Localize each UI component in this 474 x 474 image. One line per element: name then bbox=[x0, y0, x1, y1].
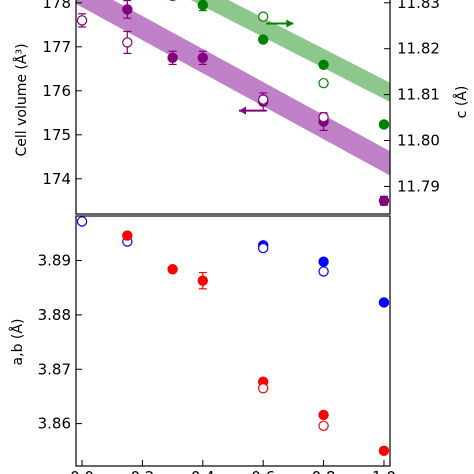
y-tick-label-left: 174 bbox=[42, 170, 71, 188]
data-point-a-filled bbox=[318, 256, 329, 267]
axis-arrow-head bbox=[239, 106, 247, 115]
axis-arrow-head bbox=[286, 19, 294, 28]
y-tick-label-left: 3.87 bbox=[38, 360, 71, 378]
data-point-b-filled bbox=[122, 230, 133, 241]
data-point-cell-volume-filled bbox=[197, 52, 209, 64]
data-point-c-filled bbox=[378, 119, 390, 130]
data-point-a-open bbox=[318, 266, 329, 277]
x-tick-label: 0.4 bbox=[191, 468, 215, 474]
x-tick-label: 1.0 bbox=[372, 468, 396, 474]
y-tick-label-left: 177 bbox=[42, 38, 71, 56]
data-point-c-open bbox=[318, 77, 329, 89]
x-tick-label: 0.2 bbox=[130, 468, 154, 474]
y-tick-label-right: 11.83 bbox=[397, 0, 440, 12]
data-point-cell-volume-filled bbox=[122, 4, 133, 15]
y-axis-label-cell-volume: Cell volume (Å³) bbox=[13, 43, 30, 156]
data-point-cell-volume-open bbox=[257, 94, 269, 105]
data-point-a-open bbox=[76, 216, 88, 227]
x-tick-label: 0.8 bbox=[312, 468, 336, 474]
top-panel-plot: 17417517617717817911.7911.8011.8111.8211… bbox=[42, 0, 440, 215]
y-tick-label-left: 178 bbox=[42, 0, 71, 12]
y-axis-label-ab: a,b (Å) bbox=[9, 319, 26, 366]
data-point-b-filled bbox=[167, 264, 178, 275]
y-axis-label-c: c (Å) bbox=[453, 86, 470, 119]
y-tick-label-left: 175 bbox=[42, 126, 71, 144]
y-tick-label-right: 11.82 bbox=[397, 40, 440, 58]
x-tick-label: 0.6 bbox=[251, 468, 275, 474]
x-tick-label: 0.0 bbox=[70, 468, 94, 474]
data-point-a-filled bbox=[378, 297, 390, 308]
data-point-c-open bbox=[257, 11, 269, 22]
data-point-cell-volume-filled bbox=[378, 195, 390, 206]
y-tick-label-left: 176 bbox=[42, 82, 71, 100]
data-point-b-open bbox=[257, 383, 269, 394]
trend-band-cell-volume bbox=[76, 0, 390, 176]
y-tick-label-right: 11.79 bbox=[397, 177, 440, 195]
data-point-cell-volume-open bbox=[76, 15, 88, 26]
data-point-c-filled bbox=[318, 59, 329, 70]
y-tick-label-left: 3.89 bbox=[38, 252, 71, 270]
bottom-panel-frame bbox=[75, 215, 391, 467]
trend-band-c bbox=[190, 0, 390, 102]
data-point-cell-volume-open bbox=[318, 111, 329, 123]
y-tick-label-left: 3.88 bbox=[38, 306, 71, 324]
top-panel-frame bbox=[75, 0, 391, 215]
data-point-c-filled bbox=[197, 0, 209, 11]
data-point-b-open bbox=[318, 420, 329, 431]
data-point-cell-volume-filled bbox=[167, 52, 178, 64]
data-point-c-filled bbox=[169, 0, 176, 2]
data-point-b-filled bbox=[318, 409, 329, 421]
y-tick-label-right: 11.81 bbox=[397, 86, 440, 104]
data-point-c-filled bbox=[257, 34, 269, 45]
data-point-a-open bbox=[257, 242, 269, 254]
y-tick-label-left: 3.86 bbox=[38, 415, 71, 433]
y-tick-label-right: 11.80 bbox=[397, 132, 440, 150]
bottom-panel-plot: 3.86 3.87 3.88 3.89 0.0 0.2 0.4 0.6 0.8 1.0 bbox=[38, 215, 396, 474]
data-point-b-filled bbox=[197, 275, 209, 286]
data-point-b-filled bbox=[378, 445, 390, 456]
data-point-cell-volume-open bbox=[122, 37, 133, 48]
